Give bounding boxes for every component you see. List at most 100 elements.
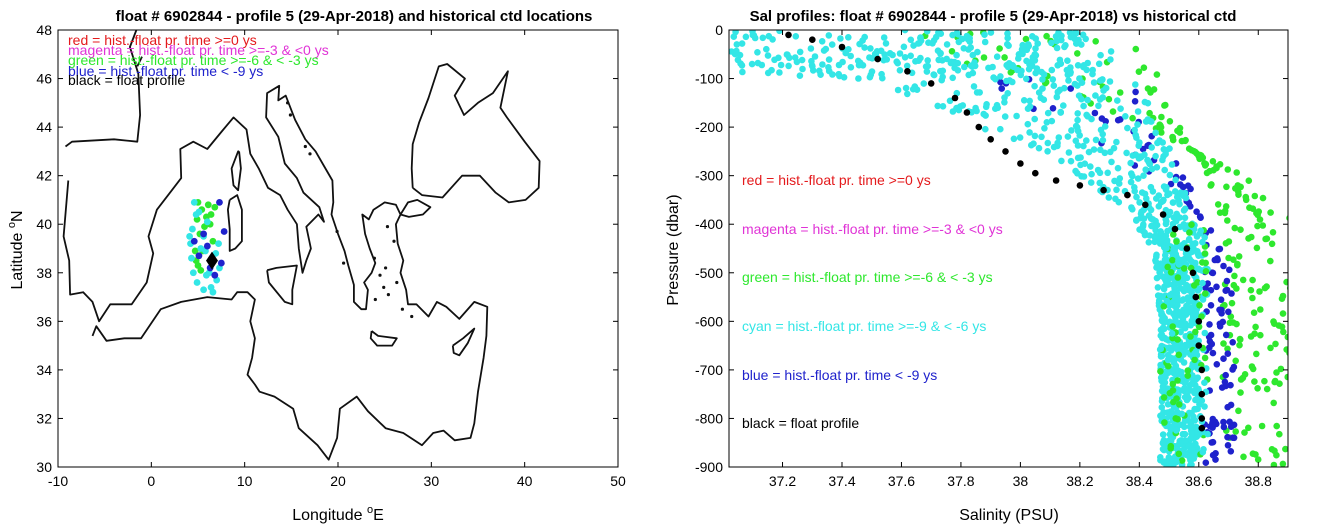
salinity-point (1162, 101, 1169, 109)
salinity-point (1162, 150, 1169, 158)
salinity-point (1101, 123, 1109, 130)
salinity-point (1245, 424, 1252, 432)
salinity-point (1221, 209, 1229, 217)
float-profile-point (1159, 211, 1167, 218)
salinity-point (1152, 152, 1159, 160)
map-y-tick-label: 46 (36, 71, 52, 87)
salinity-x-tick-label: 37.4 (828, 473, 855, 489)
salinity-point (1187, 435, 1194, 443)
salinity-point (1173, 345, 1180, 353)
salinity-point (1186, 229, 1193, 236)
island-dot (384, 266, 388, 270)
salinity-point (866, 54, 873, 61)
salinity-point (1132, 81, 1139, 88)
salinity-axis-ticks: 37.2 37.4 37.6 37.8 38 38.2 38.4 38.6 38.8 0 -100 -… (695, 22, 1288, 489)
salinity-point (1159, 383, 1167, 390)
salinity-point (1039, 85, 1046, 92)
salinity-point (1319, 394, 1326, 401)
salinity-point (1229, 434, 1237, 442)
salinity-point (1283, 346, 1288, 353)
salinity-point (1164, 351, 1172, 359)
salinity-point (1222, 203, 1230, 210)
map-point-cyan (192, 211, 200, 218)
salinity-point (878, 70, 885, 78)
salinity-point (1227, 401, 1235, 409)
salinity-point (1107, 48, 1115, 55)
salinity-point (901, 30, 909, 34)
salinity-point (1132, 88, 1139, 96)
salinity-point (1172, 176, 1179, 184)
salinity-point (1268, 240, 1276, 248)
salinity-point (924, 57, 931, 64)
salinity-point (1129, 172, 1136, 180)
salinity-point (1220, 262, 1227, 270)
salinity-point (1223, 183, 1230, 191)
salinity-point (1313, 281, 1320, 288)
salinity-point (1187, 203, 1194, 210)
salinity-point (1202, 259, 1209, 267)
salinity-point (776, 30, 783, 35)
salinity-point (935, 30, 942, 36)
map-y-axis-label: Latitude oN (6, 210, 26, 289)
coastline-segment (369, 330, 398, 347)
salinity-point (1024, 120, 1032, 128)
salinity-point (993, 53, 1001, 60)
salinity-point (883, 56, 891, 63)
salinity-point (1196, 302, 1203, 309)
float-profile-point (1198, 424, 1206, 432)
map-y-tick-label: 42 (36, 168, 52, 184)
salinity-point (1239, 276, 1247, 284)
salinity-point (902, 84, 910, 92)
salinity-point (1289, 221, 1296, 228)
salinity-point (1307, 325, 1314, 332)
salinity-point (1242, 196, 1250, 204)
salinity-point (1053, 44, 1061, 52)
salinity-point (748, 60, 756, 68)
salinity-point (1310, 350, 1317, 357)
map-point-cyan (197, 245, 205, 252)
salinity-point (1078, 95, 1085, 103)
salinity-point (1088, 115, 1095, 123)
salinity-y-tick-label: 0 (715, 22, 723, 38)
salinity-point (1194, 374, 1201, 382)
salinity-point (894, 86, 902, 94)
salinity-point (1049, 105, 1057, 112)
salinity-point (1280, 328, 1287, 336)
salinity-point (1184, 309, 1191, 316)
salinity-point (1226, 319, 1234, 327)
salinity-point (764, 52, 772, 59)
salinity-point (1201, 354, 1209, 362)
salinity-point (1235, 407, 1242, 415)
salinity-x-tick-label: 37.8 (947, 473, 974, 489)
salinity-point (1256, 288, 1263, 295)
salinity-point (1153, 195, 1160, 202)
salinity-point (1199, 279, 1206, 287)
salinity-point (1157, 345, 1165, 353)
salinity-point (1182, 136, 1189, 144)
salinity-point (1161, 419, 1168, 426)
salinity-point (1199, 238, 1206, 246)
salinity-point (1159, 139, 1166, 146)
map-legend-entry-black: black = float profile (68, 72, 185, 88)
salinity-point (739, 68, 746, 76)
salinity-point (1291, 317, 1298, 324)
salinity-point (980, 54, 988, 61)
salinity-point (792, 33, 800, 40)
salinity-point (771, 56, 778, 64)
map-point-cyan (186, 232, 194, 240)
salinity-point (1251, 378, 1258, 385)
salinity-point (1209, 158, 1217, 165)
salinity-point (1112, 195, 1119, 203)
salinity-point (847, 64, 855, 71)
island-dot (378, 273, 382, 277)
salinity-point (1020, 97, 1028, 104)
salinity-point (1178, 410, 1186, 418)
salinity-point (985, 64, 992, 72)
salinity-point (1279, 310, 1287, 317)
salinity-point (1306, 276, 1313, 283)
salinity-point (923, 30, 931, 35)
salinity-point (1149, 188, 1157, 195)
salinity-point (1147, 206, 1155, 214)
salinity-point (955, 31, 962, 38)
salinity-point (953, 104, 960, 112)
